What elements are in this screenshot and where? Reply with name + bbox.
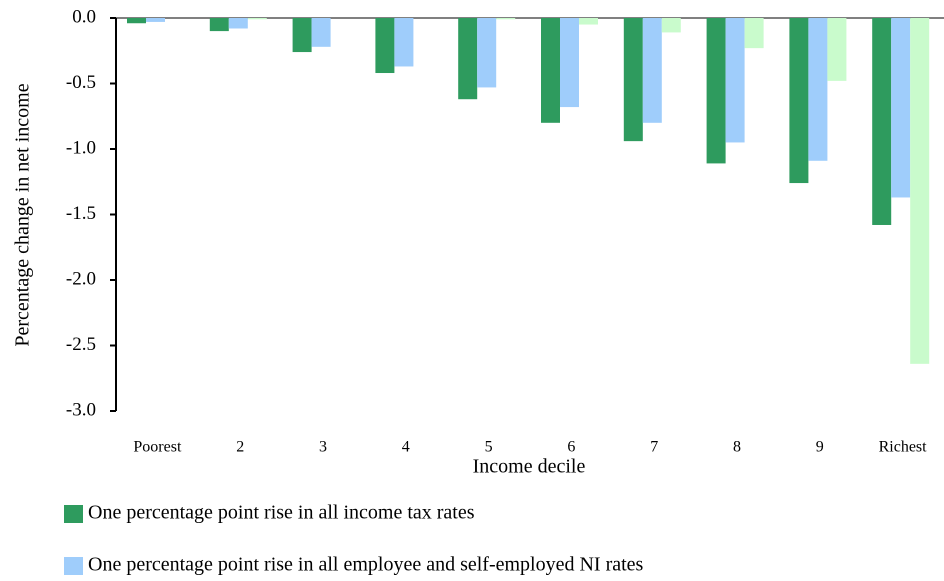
legend-swatch <box>64 557 83 575</box>
x-tick-label: 8 <box>733 439 741 456</box>
bar <box>661 18 681 33</box>
bar <box>706 18 726 164</box>
x-tick-label: 6 <box>567 439 575 456</box>
bar <box>623 18 643 142</box>
y-tick-label: -3.0 <box>66 399 96 420</box>
y-tick-label: -1.5 <box>66 203 96 224</box>
bar <box>744 18 764 49</box>
x-tick-label: 4 <box>402 439 410 456</box>
bar <box>458 18 478 100</box>
bar <box>127 18 146 24</box>
bar <box>496 18 516 20</box>
x-tick-label: 2 <box>236 439 244 456</box>
bar <box>808 18 828 161</box>
bar <box>541 18 560 123</box>
bar <box>228 18 248 29</box>
y-axis-title: Percentage change in net income <box>12 83 34 346</box>
y-tick-label: -2.0 <box>66 268 96 289</box>
bar <box>247 18 267 20</box>
bar <box>642 18 662 123</box>
x-axis-title: Income decile <box>473 456 586 478</box>
bar <box>579 18 598 25</box>
bar <box>725 18 745 143</box>
y-tick-label: 0.0 <box>72 6 96 27</box>
x-tick-label: Richest <box>879 439 928 456</box>
y-tick-label: -0.5 <box>66 72 96 93</box>
x-tick-label: 9 <box>816 439 824 456</box>
bar <box>827 18 847 81</box>
legend-label: One percentage point rise in all employe… <box>88 554 644 576</box>
bar <box>872 18 892 225</box>
bar <box>146 18 165 22</box>
bar <box>375 18 395 74</box>
x-tick-label: 5 <box>485 439 493 456</box>
x-tick-label: 7 <box>650 439 658 456</box>
legend-swatch <box>64 505 83 523</box>
bar <box>209 18 229 32</box>
legend-label: One percentage point rise in all income … <box>88 502 475 524</box>
bar <box>394 18 414 67</box>
bar <box>560 18 579 108</box>
bar <box>910 18 930 364</box>
bar <box>311 18 331 47</box>
bar <box>789 18 809 184</box>
y-tick-label: -1.0 <box>66 137 96 158</box>
x-tick-label: 3 <box>319 439 327 456</box>
bar <box>292 18 312 53</box>
bar <box>891 18 911 198</box>
x-tick-label: Poorest <box>133 439 182 456</box>
y-tick-label: -2.5 <box>66 334 96 355</box>
bar <box>477 18 497 88</box>
